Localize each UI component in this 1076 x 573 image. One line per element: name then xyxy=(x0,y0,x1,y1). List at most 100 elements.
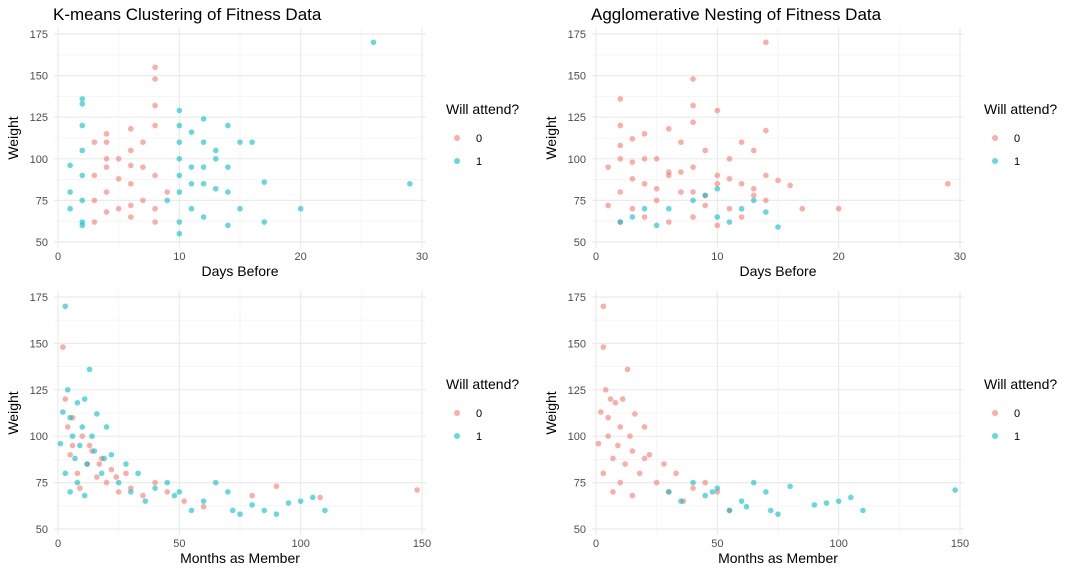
data-point xyxy=(81,396,88,402)
data-point xyxy=(690,164,696,170)
data-point xyxy=(690,479,696,486)
y-axis-label: Weight xyxy=(5,391,21,434)
data-point xyxy=(617,189,624,195)
data-point xyxy=(641,156,648,162)
data-point xyxy=(74,479,81,486)
data-point xyxy=(57,440,64,447)
data-point xyxy=(799,205,806,212)
data-point xyxy=(103,189,110,195)
x-tick-label: 0 xyxy=(55,538,61,550)
data-point xyxy=(212,156,219,162)
y-tick-label: 150 xyxy=(568,338,586,350)
x-tick-label: 10 xyxy=(711,251,723,263)
data-point xyxy=(79,122,86,129)
legend-entry: 0 xyxy=(476,133,482,145)
data-point xyxy=(641,214,648,220)
data-point xyxy=(176,189,183,195)
legend-key xyxy=(454,410,460,416)
data-point xyxy=(128,162,134,169)
data-point xyxy=(171,492,178,499)
data-point xyxy=(414,487,420,493)
data-point xyxy=(96,461,103,467)
data-point xyxy=(212,479,219,486)
data-point xyxy=(666,126,672,132)
data-point xyxy=(84,461,90,467)
data-point xyxy=(775,224,781,230)
x-tick-label: 50 xyxy=(711,538,723,550)
data-point xyxy=(673,470,679,477)
data-point xyxy=(77,442,83,449)
x-tick-label: 0 xyxy=(593,251,599,263)
legend-entry: 0 xyxy=(1014,408,1020,420)
data-point xyxy=(176,219,183,225)
legend-key xyxy=(454,158,460,164)
data-point xyxy=(79,197,86,204)
data-point xyxy=(600,470,607,477)
data-point xyxy=(767,507,774,514)
data-point xyxy=(152,219,158,225)
data-point xyxy=(67,189,73,195)
data-point xyxy=(678,498,684,504)
x-tick-label: 10 xyxy=(173,251,185,263)
data-point xyxy=(94,411,100,417)
legend-title: Will attend? xyxy=(984,101,1057,117)
data-point xyxy=(738,498,745,504)
data-point xyxy=(629,205,636,212)
data-point xyxy=(702,492,708,499)
y-tick-label: 75 xyxy=(574,478,586,490)
data-point xyxy=(79,96,86,102)
data-point xyxy=(726,219,733,225)
data-point xyxy=(726,205,733,212)
data-point xyxy=(86,366,93,373)
minor-gridlines xyxy=(592,291,964,535)
data-point xyxy=(617,96,624,102)
data-point xyxy=(600,344,607,350)
x-axis-label: Days Before xyxy=(739,263,816,279)
data-point xyxy=(115,489,122,495)
data-point xyxy=(79,172,86,179)
data-point xyxy=(763,197,769,204)
data-point xyxy=(140,164,146,170)
y-axis-label: Weight xyxy=(543,116,559,159)
data-point xyxy=(641,131,648,137)
data-point xyxy=(176,139,183,145)
data-point xyxy=(79,147,86,154)
data-point xyxy=(108,466,115,473)
data-point xyxy=(91,172,98,179)
data-point xyxy=(237,205,243,212)
data-point xyxy=(690,76,696,82)
data-point xyxy=(322,507,328,514)
minor-gridlines xyxy=(54,291,426,535)
data-point xyxy=(200,116,207,122)
data-point xyxy=(738,205,745,212)
data-point xyxy=(787,483,793,490)
y-tick-label: 150 xyxy=(30,71,48,83)
data-point xyxy=(641,455,648,462)
data-point xyxy=(273,511,280,517)
series-0 xyxy=(595,303,733,514)
data-point xyxy=(67,414,73,421)
data-point xyxy=(602,387,609,393)
data-point xyxy=(641,180,648,187)
legend-entry: 1 xyxy=(476,156,482,168)
data-point xyxy=(103,209,110,215)
series-0 xyxy=(60,344,420,510)
data-point xyxy=(69,433,76,439)
data-point xyxy=(629,175,636,182)
y-tick-label: 50 xyxy=(36,524,48,536)
data-point xyxy=(297,205,304,212)
major-gridlines xyxy=(54,291,426,535)
data-point xyxy=(738,214,745,220)
y-tick-label: 175 xyxy=(30,29,48,41)
scatter-chart: 0 50 100 150 50 75 100 125 150 175 Months as Membe… xyxy=(543,291,1057,566)
data-point xyxy=(775,177,781,184)
data-point xyxy=(103,131,110,137)
chart-title: Agglomerative Nesting of Fitness Data xyxy=(591,5,882,24)
data-point xyxy=(74,470,81,477)
data-point xyxy=(115,156,122,162)
data-point xyxy=(79,424,86,430)
x-axis-label: Days Before xyxy=(201,263,278,279)
data-point xyxy=(261,219,268,225)
data-point xyxy=(64,387,71,393)
legend-title: Will attend? xyxy=(446,101,519,117)
